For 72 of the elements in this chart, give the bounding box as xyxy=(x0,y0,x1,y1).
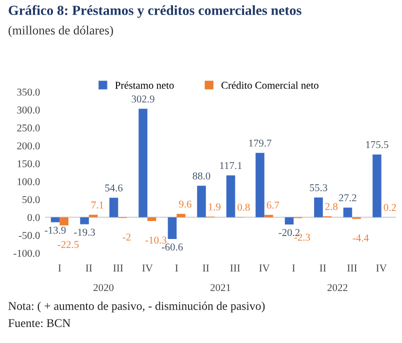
data-label: -10.3 xyxy=(145,236,166,244)
x-tick-label: II xyxy=(320,264,326,272)
x-tick-label: III xyxy=(347,264,357,272)
data-label: 6.7 xyxy=(266,202,280,209)
bar xyxy=(314,198,323,218)
x-tick-label: IV xyxy=(142,264,153,272)
x-tick-label: IV xyxy=(376,264,387,272)
bar xyxy=(372,154,382,218)
data-label: 7.1 xyxy=(92,202,104,209)
x-tick-label: I xyxy=(175,264,178,272)
data-label: -20.2 xyxy=(278,229,300,236)
y-tick-label: -50.0 xyxy=(18,232,40,239)
bar xyxy=(176,214,186,218)
bar xyxy=(109,198,118,218)
bar xyxy=(168,217,177,240)
x-tick-label: III xyxy=(230,264,240,272)
data-label: 0.8 xyxy=(238,204,250,211)
data-label: 175.5 xyxy=(366,141,388,148)
data-label: 302.9 xyxy=(132,95,154,103)
chart-title: Gráfico 8: Préstamos y créditos comerciales netos xyxy=(8,5,302,18)
bar xyxy=(80,217,89,224)
data-label: -4.4 xyxy=(352,234,369,242)
y-tick-label: 250.0 xyxy=(17,124,40,132)
bar xyxy=(226,175,236,218)
bar xyxy=(60,217,68,226)
data-label: -19.3 xyxy=(74,228,95,236)
bar xyxy=(284,217,294,225)
y-tick-label: -100.0 xyxy=(14,250,40,257)
bar xyxy=(147,217,156,221)
data-label: -60.6 xyxy=(162,243,183,251)
text: 2022 xyxy=(328,284,348,292)
data-label: 0.2 xyxy=(384,204,396,211)
x-tick-label: I xyxy=(292,264,295,272)
bar xyxy=(197,186,206,218)
y-tick-label: 0.0 xyxy=(28,214,40,222)
x-tick-label: I xyxy=(58,264,62,272)
text: 2021 xyxy=(210,284,230,292)
y-tick-label: 100.0 xyxy=(18,178,40,186)
y-tick-label: 150.0 xyxy=(18,160,40,168)
bar xyxy=(343,208,352,218)
data-label: 55.3 xyxy=(310,184,328,192)
data-label: 117.1 xyxy=(220,162,242,170)
chart-subtitle: (millones de dólares) xyxy=(8,26,114,38)
data-label: 54.6 xyxy=(105,184,123,192)
y-tick-label: 200.0 xyxy=(17,142,40,150)
y-tick-label: 350.0 xyxy=(17,88,40,96)
text: 2020 xyxy=(94,284,114,292)
y-tick-label: 300.0 xyxy=(17,106,40,114)
data-label: -13.9 xyxy=(44,226,66,234)
data-label: 2.8 xyxy=(325,202,338,210)
bar xyxy=(50,217,60,222)
bar xyxy=(88,214,98,218)
x-tick-label: III xyxy=(113,264,123,272)
bar xyxy=(138,108,148,218)
data-label: -2 xyxy=(122,234,130,241)
bar xyxy=(256,152,264,218)
data-label: 179.7 xyxy=(249,140,272,147)
data-label: -22.5 xyxy=(58,240,79,248)
data-label: 88.0 xyxy=(192,172,210,180)
data-label: 27.2 xyxy=(339,194,356,202)
source-note: Fuente: BCN xyxy=(8,319,70,328)
data-label: -2.3 xyxy=(294,234,310,241)
y-tick-label: 50.0 xyxy=(22,196,40,204)
x-tick-label: IV xyxy=(259,264,270,272)
text: Nota: ( + aumento de pasivo, - disminución de pasivo) xyxy=(8,302,265,312)
legend-label: Crédito Comercial neto xyxy=(221,81,318,89)
x-tick-label: II xyxy=(86,264,92,272)
x-tick-label: II xyxy=(202,264,209,272)
data-label: 1.9 xyxy=(208,203,221,210)
data-label: 9.6 xyxy=(179,200,192,208)
legend-label: Préstamo neto xyxy=(115,81,174,89)
bar xyxy=(264,214,274,218)
